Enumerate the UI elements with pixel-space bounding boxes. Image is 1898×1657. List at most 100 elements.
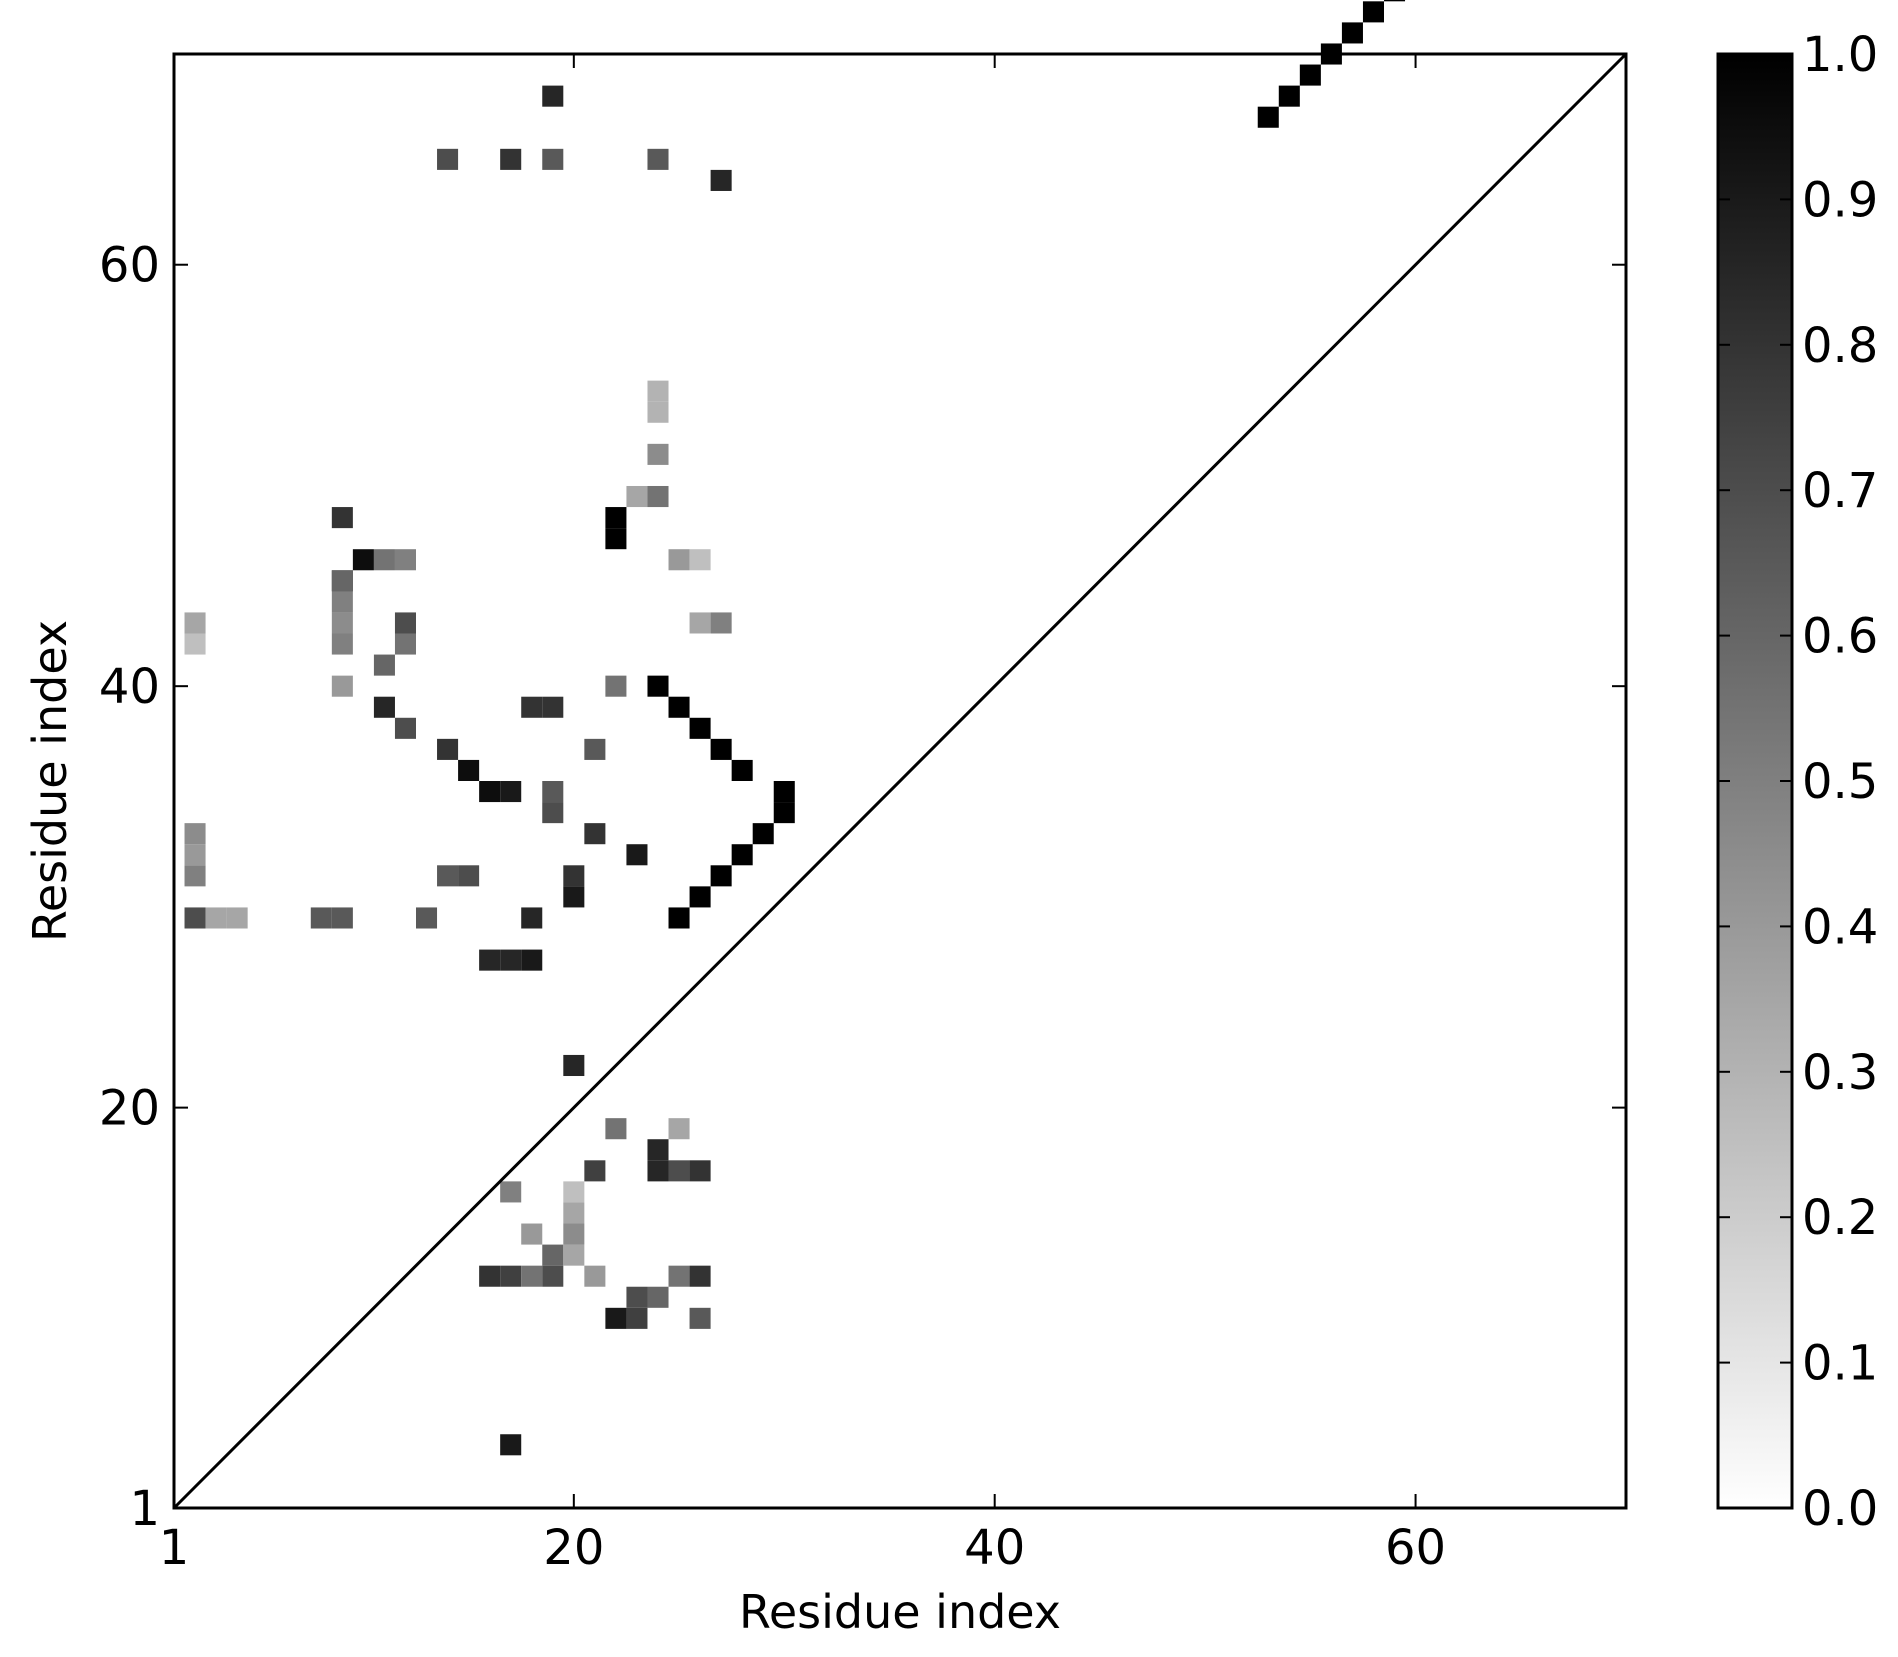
heatmap-cell <box>500 781 522 803</box>
heatmap-cell <box>500 1181 522 1203</box>
heatmap-cell <box>542 85 564 107</box>
colorbar-tick-label: 0.1 <box>1802 1336 1878 1392</box>
heatmap-cell <box>373 549 395 571</box>
heatmap-cell <box>647 1160 669 1182</box>
y-tick-label: 20 <box>99 1081 160 1137</box>
heatmap-cell <box>205 907 227 929</box>
heatmap-cell <box>521 907 543 929</box>
heatmap-cell <box>689 717 711 739</box>
heatmap-cell <box>584 1265 606 1287</box>
heatmap-cell <box>479 781 501 803</box>
heatmap-cell <box>563 1181 585 1203</box>
heatmap-cell <box>500 1265 522 1287</box>
heatmap-cell <box>626 844 648 866</box>
heatmap-cell <box>710 169 732 191</box>
y-axis-ticks: 1 20 40 60 <box>99 238 1626 1537</box>
heatmap-cell <box>647 1139 669 1161</box>
colorbar-tick-label: 1.0 <box>1802 27 1878 83</box>
heatmap-cell <box>605 1307 627 1329</box>
x-axis-ticks: 1 20 40 60 <box>159 54 1446 1576</box>
heatmap-cell <box>184 612 206 634</box>
heatmap-cell <box>689 1307 711 1329</box>
heatmap-cells <box>184 0 1406 1456</box>
heatmap-cell <box>584 823 606 845</box>
heatmap-cell <box>394 612 416 634</box>
heatmap-cell <box>773 781 795 803</box>
heatmap-cell <box>605 675 627 697</box>
heatmap-cell <box>584 1160 606 1182</box>
y-axis-label: Residue index <box>23 620 77 942</box>
heatmap-cell <box>668 1118 690 1140</box>
x-tick-label: 40 <box>964 1520 1025 1576</box>
heatmap-cell <box>647 380 669 402</box>
heatmap-cell <box>437 148 459 170</box>
heatmap-cell <box>563 886 585 908</box>
plot-frame <box>172 52 1628 1510</box>
heatmap-cell <box>668 907 690 929</box>
heatmap-cell <box>668 1265 690 1287</box>
heatmap-cell <box>500 1434 522 1456</box>
y-tick-label: 1 <box>129 1481 160 1537</box>
heatmap-cell <box>563 1223 585 1245</box>
heatmap-cell <box>647 148 669 170</box>
heatmap-cell <box>668 696 690 718</box>
heatmap-cell <box>500 148 522 170</box>
heatmap-cell <box>373 696 395 718</box>
heatmap-cell <box>689 612 711 634</box>
heatmap-cell <box>647 443 669 465</box>
heatmap-cell <box>647 485 669 508</box>
heatmap-cell <box>331 675 353 697</box>
heatmap-cell <box>331 570 353 592</box>
x-tick-label: 20 <box>543 1520 604 1576</box>
heatmap-cell <box>731 759 753 781</box>
colorbar <box>1716 52 1794 1510</box>
heatmap-cell <box>542 781 564 803</box>
heatmap-cell <box>1384 0 1406 2</box>
x-axis-label: Residue index <box>739 1585 1061 1639</box>
heatmap-cell <box>584 738 606 760</box>
heatmap-cell <box>647 401 669 423</box>
heatmap-cell <box>1341 22 1363 44</box>
heatmap-cell <box>689 1160 711 1182</box>
heatmap-cell <box>521 1223 543 1245</box>
heatmap-cell <box>458 865 480 887</box>
heatmap-cell <box>416 907 438 929</box>
heatmap-cell <box>479 949 501 971</box>
heatmap-cell <box>626 1307 648 1329</box>
y-tick-label: 40 <box>99 659 160 715</box>
heatmap-cell <box>521 949 543 971</box>
heatmap-cell <box>626 1286 648 1308</box>
heatmap-cell <box>710 738 732 760</box>
heatmap-cell <box>437 738 459 760</box>
heatmap-cell <box>689 886 711 908</box>
heatmap-cell <box>563 1244 585 1266</box>
heatmap-cell <box>647 1286 669 1308</box>
colorbar-tick-label: 0.8 <box>1802 318 1878 374</box>
colorbar-ticks: 0.0 0.1 0.2 0.3 0.4 0.5 0.6 0.7 0.8 0.9 1.0 <box>1718 27 1878 1537</box>
heatmap-cell <box>752 823 774 845</box>
diagonal-line <box>172 52 1628 1510</box>
heatmap-cell <box>605 528 627 550</box>
heatmap-cell <box>184 633 206 655</box>
y-tick-label: 60 <box>99 238 160 294</box>
heatmap-cell <box>331 591 353 613</box>
heatmap-cell <box>689 549 711 571</box>
heatmap-cell <box>542 696 564 718</box>
heatmap-cell <box>394 633 416 655</box>
heatmap-cell <box>1257 106 1279 128</box>
colorbar-tick-label: 0.6 <box>1802 609 1878 665</box>
heatmap-cell <box>668 549 690 571</box>
heatmap-cell <box>521 1265 543 1287</box>
x-tick-label: 60 <box>1385 1520 1446 1576</box>
heatmap-cell <box>331 633 353 655</box>
heatmap-cell <box>731 844 753 866</box>
heatmap-cell <box>331 507 353 529</box>
colorbar-tick-label: 0.9 <box>1802 172 1878 228</box>
heatmap-cell <box>184 865 206 887</box>
heatmap-cell <box>352 549 374 571</box>
heatmap-cell <box>437 865 459 887</box>
heatmap-cell <box>542 148 564 170</box>
heatmap-cell <box>226 907 248 929</box>
heatmap-cell <box>184 823 206 845</box>
heatmap-cell <box>373 654 395 676</box>
